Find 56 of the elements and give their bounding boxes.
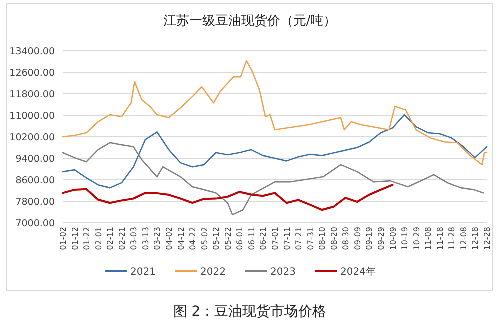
x-tick-label: 08-20 (330, 227, 339, 250)
line-series (62, 142, 484, 216)
x-tick-label: 06-01 (236, 227, 245, 250)
x-tick-label: 09-19 (365, 227, 374, 250)
x-tick-label: 04-22 (188, 227, 198, 250)
y-tick-label: 12600.00 (10, 68, 55, 79)
y-tick-label: 9400.00 (16, 154, 55, 165)
x-tick-label: 01-12 (70, 227, 80, 250)
x-tick-label: 01-02 (59, 227, 68, 250)
x-tick-label: 07-01 (271, 227, 280, 250)
line-series (62, 114, 488, 189)
legend-label: 2023 (270, 267, 296, 278)
x-tick-label: 06-11 (247, 227, 256, 250)
line-series (62, 60, 488, 166)
x-tick-label: 02-11 (106, 227, 116, 250)
line-series (62, 184, 394, 212)
y-tick-label: 7800.00 (16, 197, 55, 208)
x-tick-label: 08-30 (342, 227, 351, 250)
x-tick-label: 06-21 (259, 227, 268, 250)
x-tick-label: 04-02 (165, 227, 174, 250)
x-tick-label: 07-21 (294, 227, 304, 250)
y-tick-label: 11800.00 (10, 90, 55, 100)
x-tick-label: 10-09 (388, 227, 398, 250)
x-tick-label: 11-18 (436, 227, 445, 250)
legend-label: 2021 (130, 267, 156, 278)
x-tick-label: 12-18 (471, 227, 480, 250)
x-tick-label: 07-31 (306, 227, 316, 250)
x-tick-label: 11-08 (424, 227, 434, 250)
y-tick-label: 7000.00 (16, 218, 55, 230)
x-tick-label: 04-12 (176, 227, 186, 250)
y-tick-label: 8600.00 (16, 176, 55, 186)
x-tick-label: 03-03 (130, 227, 139, 250)
x-tick-label: 11-28 (448, 227, 457, 250)
x-tick-label: 07-11 (282, 227, 292, 250)
x-tick-label: 03-13 (141, 227, 150, 250)
x-tick-label: 08-10 (318, 227, 328, 250)
legend-label: 2022 (200, 267, 226, 278)
x-tick-label: 12-28 (483, 227, 492, 250)
x-tick-label: 09-29 (377, 227, 386, 250)
y-tick-label: 11000.00 (10, 111, 55, 122)
x-tick-label: 05-02 (200, 227, 210, 250)
y-tick-label: 13400.00 (10, 46, 55, 58)
x-tick-label: 09-09 (353, 227, 362, 250)
x-tick-label: 05-12 (212, 227, 222, 250)
legend-label: 2024年 (340, 266, 376, 278)
x-tick-label: 01-22 (82, 227, 92, 250)
x-tick-label: 10-19 (400, 227, 410, 250)
y-tick-label: 10200.00 (10, 132, 55, 144)
x-tick-label: 05-22 (224, 227, 233, 250)
x-tick-label: 02-01 (94, 227, 104, 250)
chart-title: 江苏一级豆油现货价（元/吨） (163, 14, 337, 29)
x-tick-label: 10-29 (412, 227, 422, 250)
caption: 图 2：豆油现货市场价格 (173, 304, 327, 320)
x-tick-label: 03-23 (153, 227, 162, 250)
x-tick-label: 02-21 (118, 227, 127, 250)
x-tick-label: 12-08 (459, 227, 468, 250)
